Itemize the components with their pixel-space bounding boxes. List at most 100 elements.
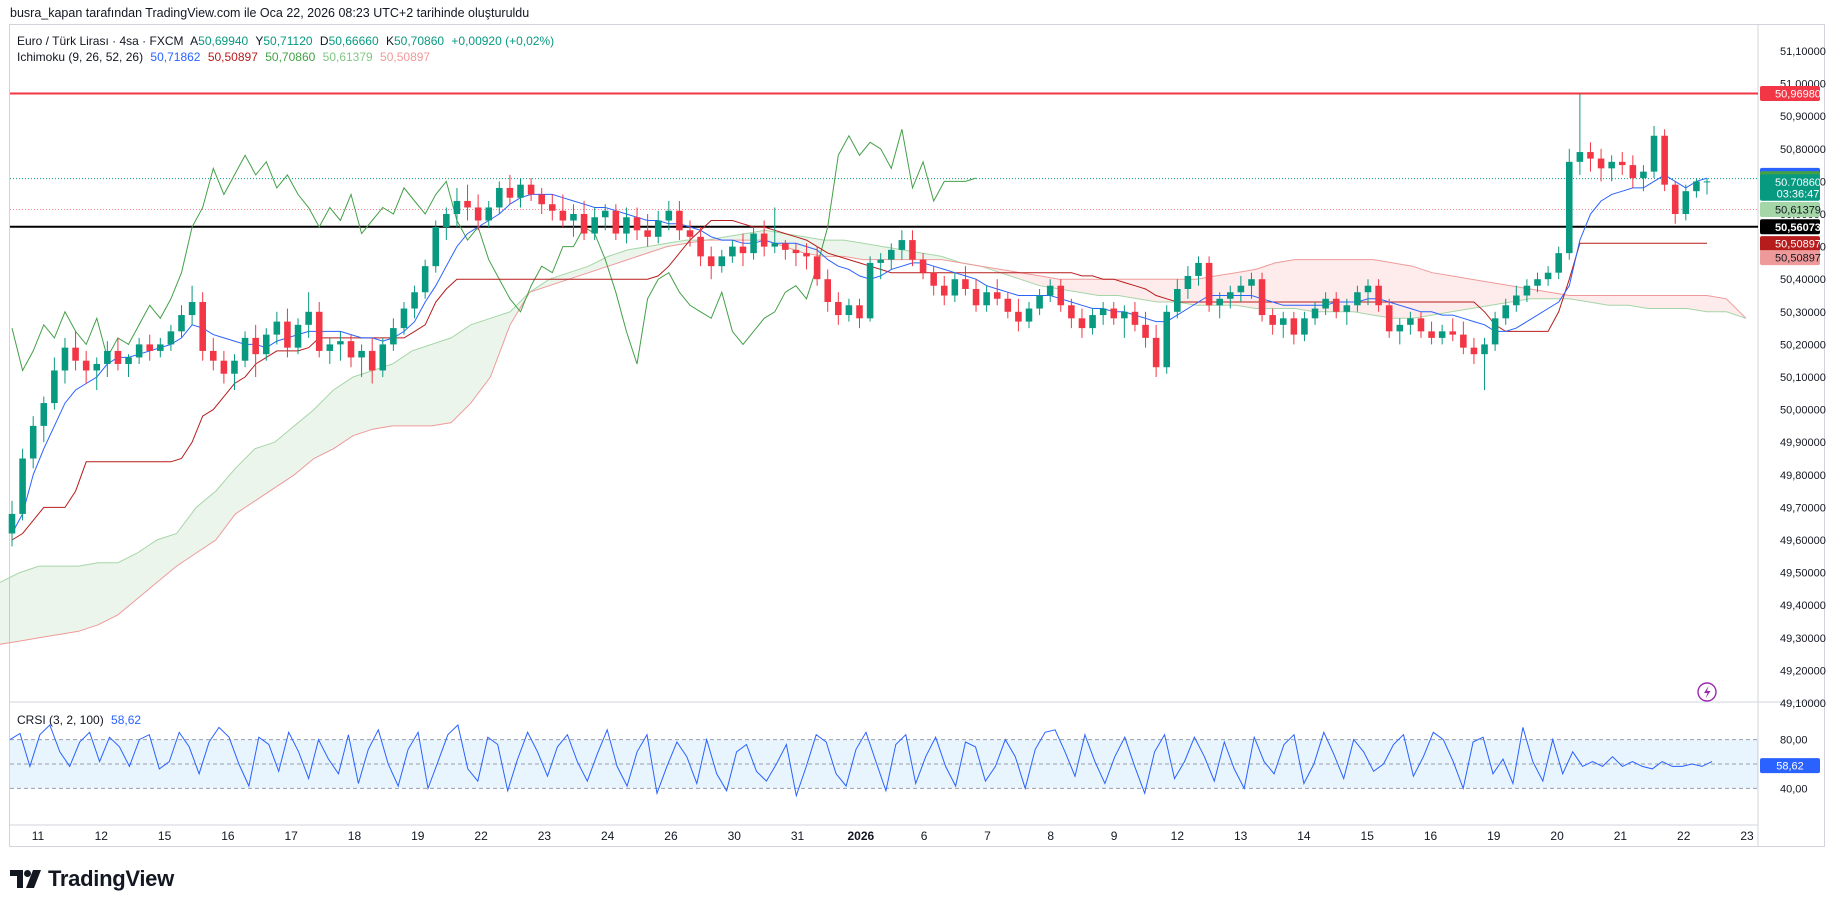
ichimoku-cloud-segment [1471,279,1491,309]
ichimoku-cloud-segment [431,337,452,426]
candle-body [1618,161,1626,166]
candle [1407,311,1414,335]
candle [1523,279,1531,303]
candle [813,246,821,286]
candle-body [1322,298,1329,309]
candle [326,337,334,364]
candle [1290,311,1298,345]
candle-body [167,331,175,345]
candle-body [1089,315,1096,329]
tradingview-logo-icon [10,870,41,888]
candle-body [739,246,747,254]
time-axis-tick: 9 [1111,829,1118,843]
candle [1534,272,1541,293]
price-label-text: 50,96980 [1775,88,1821,100]
candle [400,302,408,335]
candle-body [1671,184,1679,214]
candle-body [390,328,397,345]
candle-body [82,360,90,371]
ichimoku-cloud-segment [588,256,609,273]
candle [803,243,810,270]
candle [559,194,567,228]
price-axis-tick: 49,80000 [1780,470,1826,482]
candle [19,448,26,521]
candle [771,207,779,254]
time-axis-tick: 6 [921,829,928,843]
price-label: 50,50897 [1760,236,1821,252]
candle-body [125,357,132,364]
candle-body [1184,275,1192,289]
ichimoku-cloud-segment [39,566,59,638]
candle [1385,298,1393,338]
candle-body [909,240,916,260]
ichimoku-name: Ichimoku (9, 26, 52, 26) [17,50,144,64]
candle-body [1565,161,1573,254]
chart-credit: busra_kapan tarafından TradingView.com i… [10,6,530,20]
candle-body [241,337,249,361]
price-axis-tick: 49,10000 [1780,698,1826,710]
candle-body [114,350,122,364]
time-axis-tick: 17 [285,829,299,843]
candle-body [1036,295,1043,309]
candle-body [252,337,259,355]
candle-body [570,214,577,221]
ichimoku-cloud-segment [235,448,256,514]
candle-body [771,243,779,247]
candle [1502,298,1510,325]
candle-body [633,217,641,231]
candle-body [326,344,334,351]
candle [1375,279,1382,312]
candle [548,194,556,221]
candle [82,350,90,384]
legend-crsi-row[interactable]: CRSI (3, 2, 100) 58,62 [17,713,145,727]
tradingview-logo[interactable]: TradingView [10,866,174,892]
candle-body [72,347,79,361]
ichimoku-cloud-segment [58,566,79,635]
time-axis-tick: 19 [411,829,425,843]
candle [1438,324,1446,345]
candle-body [1682,191,1690,214]
crsi-line [9,724,1713,798]
candle [612,204,620,241]
candle-body [1343,305,1351,312]
time-axis-tick: 14 [1297,829,1311,843]
candle [1640,165,1647,192]
candle [104,341,111,377]
candle-body [1332,298,1340,312]
candle-body [1025,308,1033,322]
candle [485,200,493,228]
price-label-bg [1760,236,1820,252]
candle-body [1004,298,1012,312]
ichimoku-cloud-segment [78,562,99,632]
crsi-axis-tick: 80,00 [1780,735,1808,747]
price-axis-tick: 49,90000 [1780,437,1826,449]
candle [1682,184,1690,221]
legend-symbol[interactable]: Euro / Türk Lirası · 4sa · FXCM [17,34,184,48]
candle [601,204,609,231]
candle-body [1661,135,1668,185]
candle [835,292,842,325]
price-axis-tick: 49,70000 [1780,502,1826,514]
candle-body [887,249,895,260]
candle-body [1301,318,1308,335]
legend-ichimoku-row[interactable]: Ichimoku (9, 26, 52, 26) 50,71862 50,508… [17,50,434,64]
crsi-pane: 80,00 40,00 58,62 [9,724,1820,798]
price-label-text: 50,61379 [1775,205,1821,217]
candle-body [294,324,302,348]
candle [845,298,853,322]
candle-body [803,253,810,257]
legend-low: D50,66660 [319,34,379,48]
ichimoku-cloud-segment [1020,272,1040,286]
ichimoku-cloud-segment [1569,295,1590,303]
candle [919,253,927,280]
candle [1417,311,1425,338]
time-axis-tick: 21 [1614,829,1628,843]
candle [294,318,302,355]
ichimoku-tenkan-line [11,174,1708,534]
candle-body [1142,324,1149,338]
ichimoku-cloud-segment [1647,295,1668,309]
candle [443,207,450,241]
crsi-value: 58,62 [111,713,142,727]
candle [1110,302,1118,325]
